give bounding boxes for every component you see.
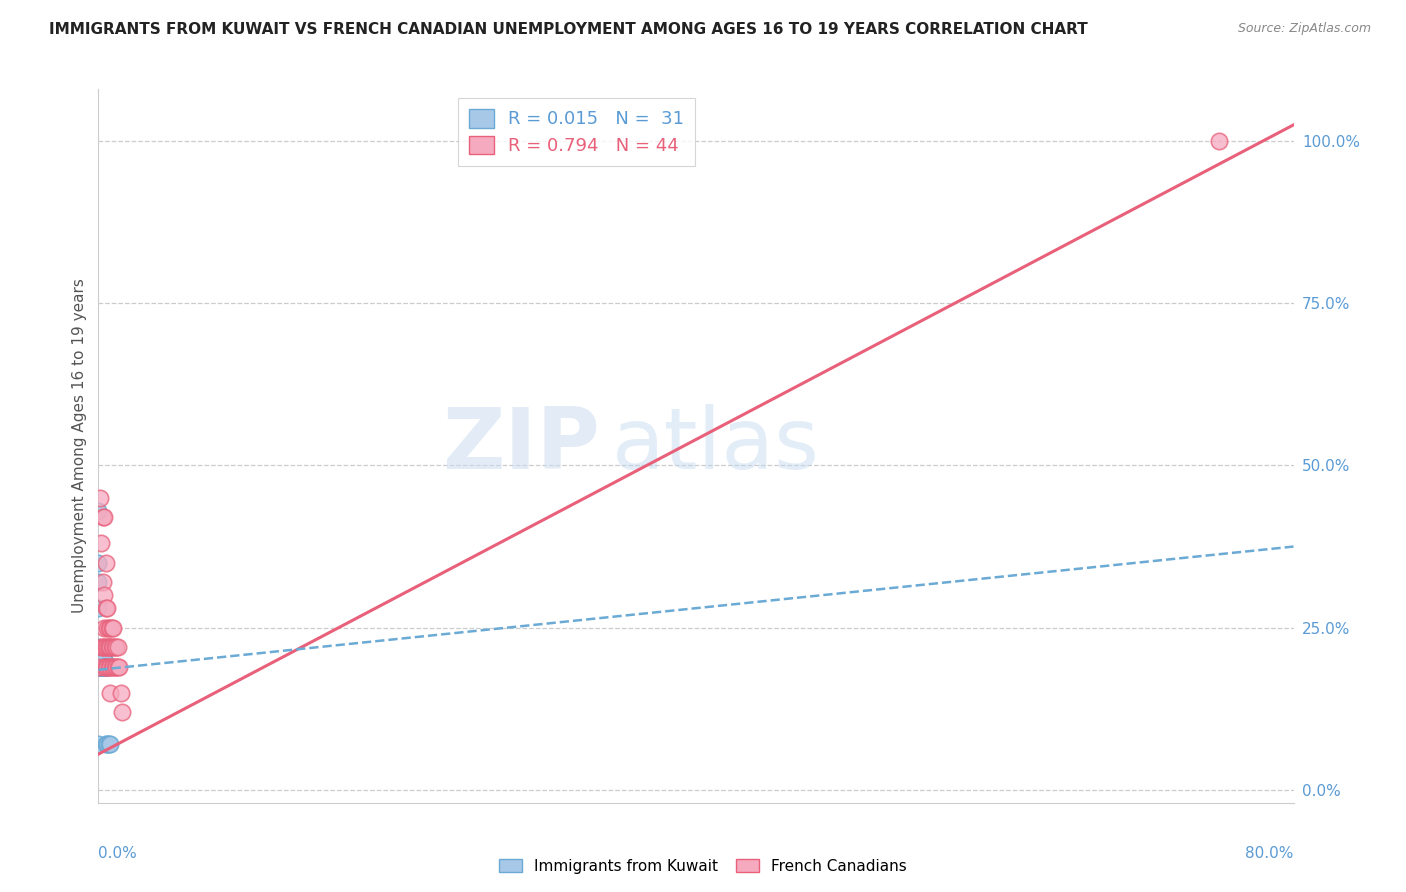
Point [98,685,122,699]
Point [90,659,112,673]
Point [90,659,112,673]
Point [107,640,129,654]
Point [101,640,124,654]
Point [93,659,115,673]
Point [96,601,118,615]
Point [93,659,115,673]
Point [98,738,122,752]
Point [101,659,124,673]
Point [87,556,110,570]
Point [87,575,110,590]
Point [87,659,110,673]
Point [87,504,110,518]
Point [90,659,112,673]
Point [90,659,112,673]
Point [91,640,114,654]
Point [93,621,115,635]
Point [89,491,111,505]
Text: 80.0%: 80.0% [1246,846,1294,861]
Text: IMMIGRANTS FROM KUWAIT VS FRENCH CANADIAN UNEMPLOYMENT AMONG AGES 16 TO 19 YEARS: IMMIGRANTS FROM KUWAIT VS FRENCH CANADIA… [49,22,1088,37]
Point [87,738,110,752]
Point [91,575,114,590]
Point [101,621,124,635]
Point [93,640,115,654]
Point [94,601,117,615]
Point [91,659,114,673]
Point [93,653,115,667]
Point [97,621,120,635]
Point [98,640,122,654]
Point [94,659,117,673]
Point [94,659,117,673]
Point [87,659,110,673]
Point [93,659,115,673]
Point [96,640,118,654]
Point [98,659,122,673]
Y-axis label: Unemployment Among Ages 16 to 19 years: Unemployment Among Ages 16 to 19 years [72,278,87,614]
Point [93,588,115,602]
Point [96,621,118,635]
Point [110,685,132,699]
Point [93,510,115,524]
Point [98,621,122,635]
Point [105,659,128,673]
Point [97,640,120,654]
Point [87,601,110,615]
Point [96,659,118,673]
Point [107,659,129,673]
Point [87,659,110,673]
Point [103,621,125,635]
Point [94,640,117,654]
Point [103,640,125,654]
Point [93,659,115,673]
Point [94,556,117,570]
Point [103,659,125,673]
Point [96,738,118,752]
Point [91,659,114,673]
Point [1208,134,1230,148]
Point [94,659,117,673]
Point [97,738,120,752]
Point [96,659,118,673]
Point [91,659,114,673]
Point [93,653,115,667]
Point [93,659,115,673]
Point [97,640,120,654]
Point [104,640,127,654]
Text: ZIP: ZIP [443,404,600,488]
Point [105,640,128,654]
Point [87,659,110,673]
Text: Source: ZipAtlas.com: Source: ZipAtlas.com [1237,22,1371,36]
Text: atlas: atlas [613,404,820,488]
Legend: R = 0.015   N =  31, R = 0.794   N = 44: R = 0.015 N = 31, R = 0.794 N = 44 [458,98,695,166]
Text: 0.0%: 0.0% [98,846,138,861]
Point [90,536,112,550]
Point [108,659,131,673]
Point [91,510,114,524]
Point [97,659,120,673]
Point [94,738,117,752]
Point [87,640,110,654]
Point [90,640,112,654]
Point [93,659,115,673]
Legend: Immigrants from Kuwait, French Canadians: Immigrants from Kuwait, French Canadians [492,853,914,880]
Point [111,705,134,719]
Point [87,659,110,673]
Point [104,659,127,673]
